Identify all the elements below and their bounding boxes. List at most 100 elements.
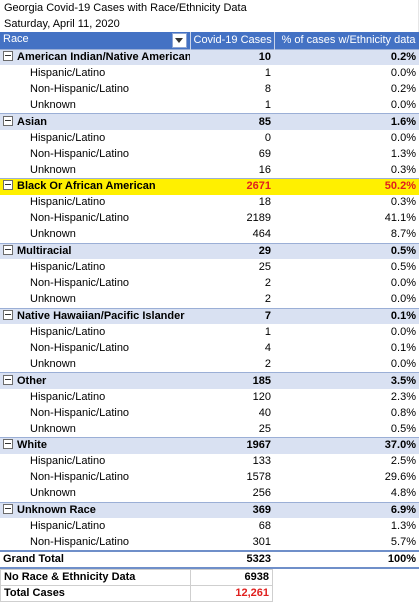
race-group-pct: 3.5% (274, 372, 419, 389)
pct-header: % of cases w/Ethnicity data (274, 32, 419, 49)
cases-header: Covid-19 Cases (190, 32, 275, 49)
ethnicity-label: Non-Hispanic/Latino (30, 341, 130, 354)
race-group-row: Native Hawaiian/Pacific Islander 7 0.1% (0, 307, 419, 325)
ethnicity-label: Unknown (30, 422, 76, 435)
ethnicity-pct: 2.3% (390, 390, 416, 403)
race-group-name: Other (17, 374, 47, 387)
total-cases-value: 12,261 (190, 584, 273, 602)
race-group-pct: 0.2% (274, 48, 419, 66)
ethnicity-cases: 1 (264, 98, 271, 111)
pivot-header-row: Race Covid-19 Cases % of cases w/Ethnici… (0, 32, 419, 49)
ethnicity-pct: 0.0% (390, 131, 416, 144)
ethnicity-pct: 4.8% (390, 487, 416, 500)
ethnicity-row: Unknown 2 0.0% (0, 292, 419, 308)
grand-total-row: Grand Total 5323 100% (0, 549, 419, 569)
ethnicity-row: Unknown 256 4.8% (0, 486, 419, 502)
total-cases-label: Total Cases (0, 584, 191, 602)
race-header: Race (0, 32, 191, 49)
race-group-label: Asian (0, 113, 190, 130)
race-group-name: White (17, 439, 47, 452)
race-group-pct: 37.0% (274, 436, 419, 454)
ethnicity-row: Unknown 16 0.3% (0, 162, 419, 178)
ethnicity-row: Unknown 2 0.0% (0, 357, 419, 373)
race-group-name: Native Hawaiian/Pacific Islander (17, 309, 185, 322)
grand-total-label: Grand Total (0, 549, 190, 569)
ethnicity-label: Hispanic/Latino (30, 390, 106, 403)
ethnicity-cases: 301 (252, 535, 271, 548)
ethnicity-pct: 0.0% (390, 293, 416, 306)
collapse-toggle-icon[interactable] (3, 180, 13, 191)
race-group-label: Multiracial (0, 242, 190, 260)
race-group-label: Other (0, 372, 190, 389)
race-group-cases: 10 (190, 48, 274, 66)
ethnicity-label: Non-Hispanic/Latino (30, 212, 130, 225)
ethnicity-row: Hispanic/Latino 25 0.5% (0, 259, 419, 275)
ethnicity-row: Non-Hispanic/Latino 2189 41.1% (0, 211, 419, 227)
ethnicity-pct: 0.0% (390, 98, 416, 111)
collapse-toggle-icon[interactable] (3, 115, 13, 126)
ethnicity-cases: 4 (264, 341, 271, 354)
race-group-name: Unknown Race (17, 504, 96, 517)
ethnicity-label: Hispanic/Latino (30, 261, 106, 274)
ethnicity-cases: 2 (264, 293, 271, 306)
ethnicity-cases: 2 (264, 277, 271, 290)
ethnicity-label: Unknown (30, 357, 76, 370)
ethnicity-cases: 25 (258, 261, 271, 274)
grand-total-cases: 5323 (190, 549, 274, 569)
ethnicity-cases: 16 (258, 163, 271, 176)
race-group-label: Unknown Race (0, 501, 190, 519)
race-group-cases: 7 (190, 307, 274, 325)
ethnicity-row: Non-Hispanic/Latino 2 0.0% (0, 276, 419, 292)
ethnicity-label: Non-Hispanic/Latino (30, 535, 130, 548)
ethnicity-row: Hispanic/Latino 68 1.3% (0, 518, 419, 534)
race-group-pct: 50.2% (274, 177, 419, 195)
ethnicity-pct: 41.1% (384, 212, 416, 225)
ethnicity-cases: 18 (258, 196, 271, 209)
ethnicity-label: Non-Hispanic/Latino (30, 147, 130, 160)
ethnicity-cases: 40 (258, 406, 271, 419)
ethnicity-pct: 0.0% (390, 325, 416, 338)
ethnicity-cases: 2 (264, 357, 271, 370)
collapse-toggle-icon[interactable] (3, 374, 13, 385)
ethnicity-row: Unknown 464 8.7% (0, 227, 419, 243)
ethnicity-row: Non-Hispanic/Latino 4 0.1% (0, 340, 419, 356)
ethnicity-row: Hispanic/Latino 1 0.0% (0, 324, 419, 340)
ethnicity-label: Hispanic/Latino (30, 66, 106, 79)
ethnicity-label: Unknown (30, 98, 76, 111)
race-group-row: Multiracial 29 0.5% (0, 242, 419, 260)
ethnicity-cases: 1 (264, 325, 271, 338)
collapse-toggle-icon[interactable] (3, 504, 13, 515)
ethnicity-cases: 0 (264, 131, 271, 144)
ethnicity-pct: 0.3% (390, 196, 416, 209)
filter-dropdown-icon[interactable] (171, 33, 187, 49)
ethnicity-label: Hispanic/Latino (30, 520, 106, 533)
race-group-cases: 1967 (190, 436, 274, 454)
ethnicity-row: Unknown 1 0.0% (0, 98, 419, 114)
race-group-row: White 1967 37.0% (0, 436, 419, 454)
ethnicity-pct: 0.0% (390, 277, 416, 290)
ethnicity-label: Hispanic/Latino (30, 325, 106, 338)
race-group-pct: 6.9% (274, 501, 419, 519)
ethnicity-cases: 69 (258, 147, 271, 160)
ethnicity-cases: 68 (258, 520, 271, 533)
collapse-toggle-icon[interactable] (3, 245, 13, 256)
ethnicity-row: Hispanic/Latino 18 0.3% (0, 195, 419, 211)
race-group-name: Asian (17, 115, 47, 128)
ethnicity-pct: 0.0% (390, 66, 416, 79)
ethnicity-pct: 0.3% (390, 163, 416, 176)
no-race-value: 6938 (190, 568, 273, 587)
collapse-toggle-icon[interactable] (3, 439, 13, 450)
ethnicity-row: Non-Hispanic/Latino 8 0.2% (0, 81, 419, 97)
ethnicity-row: Unknown 25 0.5% (0, 421, 419, 437)
ethnicity-label: Hispanic/Latino (30, 131, 106, 144)
collapse-toggle-icon[interactable] (3, 50, 13, 61)
collapse-toggle-icon[interactable] (3, 309, 13, 320)
race-group-row: Other 185 3.5% (0, 372, 419, 389)
ethnicity-label: Unknown (30, 487, 76, 500)
race-group-label: American Indian/Native American (0, 48, 190, 66)
race-group-label: Black Or African American (0, 177, 190, 195)
ethnicity-label: Hispanic/Latino (30, 455, 106, 468)
race-group-label: White (0, 436, 190, 454)
race-group-pct: 0.1% (274, 307, 419, 325)
